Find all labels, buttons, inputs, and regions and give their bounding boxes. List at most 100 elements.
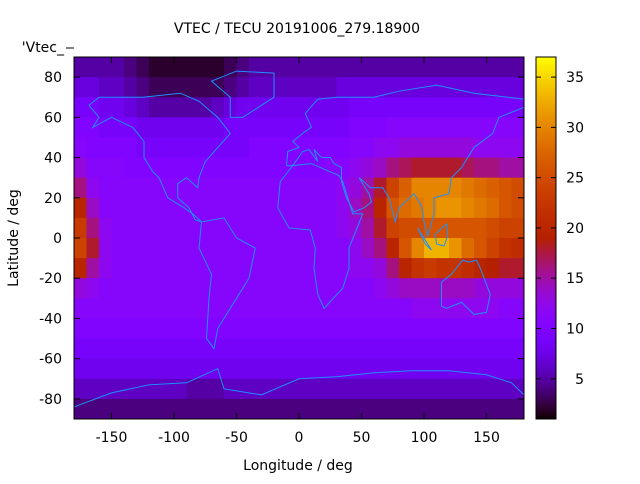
colorbar-strip xyxy=(536,338,556,340)
colorbar-strip xyxy=(536,94,556,96)
colorbar-strip xyxy=(536,222,556,224)
colorbar-strip xyxy=(536,318,556,320)
heatmap-cell xyxy=(411,197,425,219)
heatmap-cell xyxy=(161,298,175,319)
colorbar-strip xyxy=(536,167,556,169)
colorbar-strip xyxy=(536,413,556,415)
heatmap-cell xyxy=(174,338,187,360)
colorbar-strip xyxy=(536,229,556,231)
colorbar-strip xyxy=(536,323,556,325)
heatmap-cell xyxy=(486,117,500,138)
colorbar-strip xyxy=(536,309,556,311)
heatmap-cell xyxy=(399,398,412,420)
heatmap-cell xyxy=(224,278,237,299)
colorbar-tick-label: 35 xyxy=(566,70,584,86)
heatmap-cell xyxy=(349,378,362,400)
colorbar-strip xyxy=(536,82,556,84)
heatmap-cell xyxy=(124,217,137,239)
colorbar-strip xyxy=(536,204,556,206)
heatmap-cell xyxy=(111,318,125,340)
heatmap-cell xyxy=(474,217,487,239)
heatmap-cell xyxy=(311,57,325,78)
heatmap-cell xyxy=(174,217,187,239)
colorbar-strip xyxy=(536,131,556,133)
colorbar-strip xyxy=(536,103,556,105)
heatmap-cell xyxy=(161,398,175,420)
colorbar-strip xyxy=(536,317,556,319)
heatmap-cell xyxy=(136,57,150,78)
colorbar-strip xyxy=(536,247,556,249)
colorbar-strip xyxy=(536,349,556,351)
heatmap-cell xyxy=(74,378,87,400)
colorbar-strip xyxy=(536,394,556,396)
colorbar-strip xyxy=(536,282,556,284)
colorbar-strip xyxy=(536,324,556,326)
colorbar-strip xyxy=(536,88,556,90)
heatmap-cell xyxy=(349,117,362,138)
heatmap-cell xyxy=(299,318,312,340)
heatmap-cell xyxy=(74,57,87,78)
colorbar-strip xyxy=(536,367,556,369)
colorbar-strip xyxy=(536,392,556,394)
heatmap-cell xyxy=(474,157,487,179)
colorbar-strip xyxy=(536,303,556,305)
heatmap-cell xyxy=(236,318,250,340)
heatmap-cell xyxy=(99,258,112,279)
colorbar-strip xyxy=(536,228,556,230)
colorbar-strip xyxy=(536,141,556,143)
heatmap-cell xyxy=(374,378,387,400)
heatmap-cell xyxy=(511,177,525,199)
heatmap-cell xyxy=(74,278,87,299)
colorbar-strip xyxy=(536,271,556,273)
heatmap-cell xyxy=(336,318,350,340)
heatmap-cell xyxy=(311,318,325,340)
heatmap-cell xyxy=(374,278,387,299)
colorbar-strip xyxy=(536,64,556,66)
colorbar-strip xyxy=(536,155,556,157)
colorbar-strip xyxy=(536,87,556,89)
colorbar-strip xyxy=(536,133,556,135)
colorbar-strip xyxy=(536,299,556,301)
heatmap-cell xyxy=(99,318,112,340)
heatmap-cell xyxy=(299,97,312,118)
colorbar-strip xyxy=(536,403,556,405)
heatmap-cell xyxy=(161,258,175,279)
heatmap-cell xyxy=(199,57,212,78)
heatmap-cell xyxy=(499,398,512,420)
heatmap-cell xyxy=(449,398,462,420)
heatmap-cell xyxy=(511,157,525,179)
colorbar-strip xyxy=(536,180,556,182)
colorbar-strip xyxy=(536,138,556,140)
heatmap-cell xyxy=(449,318,462,340)
heatmap-cell xyxy=(299,217,312,239)
heatmap-cell xyxy=(136,258,150,279)
heatmap-cell xyxy=(374,137,387,159)
colorbar-strip xyxy=(536,156,556,158)
heatmap-cell xyxy=(511,318,525,340)
heatmap-cell xyxy=(336,398,350,420)
heatmap-cell xyxy=(274,177,287,199)
colorbar-strip xyxy=(536,298,556,300)
colorbar-strip xyxy=(536,135,556,137)
colorbar-strip xyxy=(536,115,556,117)
colorbar-strip xyxy=(536,106,556,108)
heatmap-cell xyxy=(161,77,175,98)
heatmap-cell xyxy=(249,197,262,219)
colorbar-strip xyxy=(536,395,556,397)
heatmap-cell xyxy=(361,117,375,138)
heatmap-cell xyxy=(486,358,500,380)
heatmap-cell xyxy=(399,157,412,179)
colorbar-tick-label: 20 xyxy=(566,221,584,237)
heatmap-cell xyxy=(311,398,325,420)
colorbar-strip xyxy=(536,65,556,67)
colorbar-strip xyxy=(536,242,556,244)
heatmap-cell xyxy=(499,258,512,279)
colorbar-strip xyxy=(536,145,556,147)
heatmap-cell xyxy=(349,57,362,78)
heatmap-cell xyxy=(449,77,462,98)
heatmap-cell xyxy=(274,338,287,360)
coastline xyxy=(417,227,432,251)
colorbar-strip xyxy=(536,85,556,87)
colorbar-strip xyxy=(536,97,556,99)
colorbar-strip xyxy=(536,250,556,252)
